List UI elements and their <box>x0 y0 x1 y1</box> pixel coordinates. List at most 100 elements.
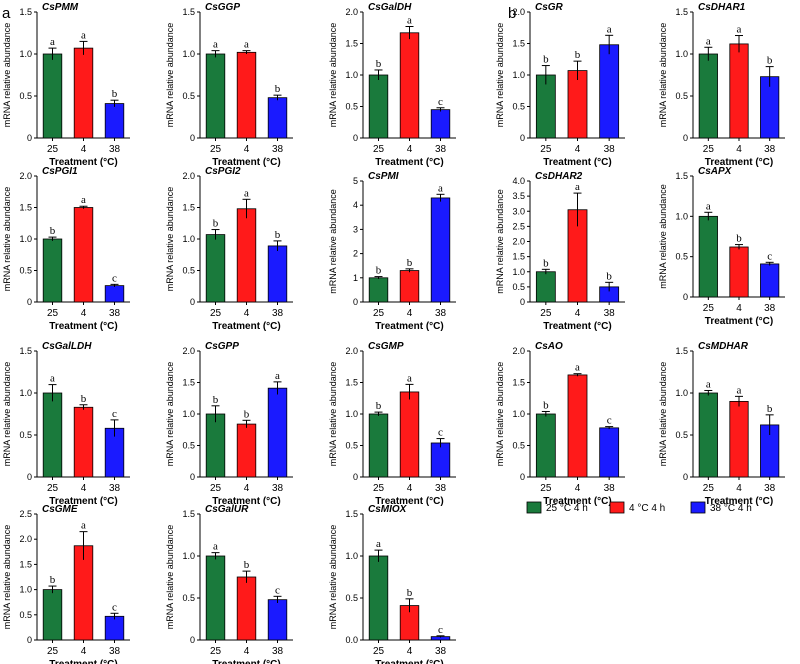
x-tick-label: 25 <box>373 646 385 657</box>
chart-title: CsGPP <box>205 341 239 352</box>
significance-letter: a <box>81 520 86 532</box>
chart-csgmp: CsGMP 0 0.5 1.0 1.5 2.0 mRNA relative abundanc… <box>328 341 456 507</box>
bar-4 <box>73 406 94 478</box>
significance-letter: b <box>244 408 250 420</box>
significance-letter: a <box>81 29 86 41</box>
bar-25 <box>205 413 226 478</box>
x-tick-label: 4 <box>81 308 87 319</box>
x-tick-label: 38 <box>604 483 616 494</box>
significance-letter: b <box>213 394 219 406</box>
significance-letter: c <box>438 427 443 439</box>
significance-letter: b <box>50 225 56 237</box>
x-tick-label: 4 <box>81 144 87 155</box>
x-tick-label: 4 <box>81 483 87 494</box>
bar-38 <box>104 103 125 139</box>
y-tick-label: 0 <box>353 297 358 307</box>
y-axis-label: mRNA relative abundance <box>2 525 12 630</box>
x-tick-label: 38 <box>435 144 447 155</box>
y-axis-label: mRNA relative abundance <box>328 525 338 630</box>
y-tick-label: 1.5 <box>19 7 32 17</box>
significance-letter: c <box>438 96 443 108</box>
y-tick-label: 2.0 <box>512 237 525 247</box>
bar-38 <box>430 197 451 303</box>
chart-title: CsGalUR <box>205 504 249 515</box>
significance-letter: b <box>112 88 118 100</box>
chart-title: CsMDHAR <box>698 341 749 352</box>
y-tick-label: 1.0 <box>182 409 195 419</box>
significance-letter: a <box>50 373 55 385</box>
y-tick-label: 0 <box>190 472 195 482</box>
significance-letter: b <box>376 58 382 70</box>
significance-letter: b <box>606 270 612 282</box>
significance-letter: a <box>706 35 711 47</box>
y-tick-label: 0 <box>683 472 688 482</box>
x-tick-label: 25 <box>703 483 715 494</box>
y-axis-label: mRNA relative abundance <box>328 189 338 294</box>
legend-swatch <box>609 501 625 514</box>
bar-25 <box>368 277 389 303</box>
chart-title: CsAPX <box>698 166 733 177</box>
bar-38 <box>430 109 451 139</box>
y-tick-label: 0.5 <box>512 282 525 292</box>
x-tick-label: 25 <box>373 308 385 319</box>
y-tick-label: 1.5 <box>19 346 32 356</box>
x-tick-label: 38 <box>109 646 121 657</box>
y-axis-label: mRNA relative abundance <box>495 23 505 128</box>
x-tick-label: 4 <box>244 308 250 319</box>
bar-25 <box>42 53 63 139</box>
bar-25 <box>368 413 389 478</box>
y-tick-label: 1.5 <box>182 509 195 519</box>
y-tick-label: 1.0 <box>182 551 195 561</box>
y-axis-label: mRNA relative abundance <box>165 23 175 128</box>
y-tick-label: 1.0 <box>345 409 358 419</box>
x-tick-label: 25 <box>540 483 552 494</box>
significance-letter: c <box>112 408 117 420</box>
chart-title: CsPGI1 <box>42 166 78 177</box>
y-axis-label: mRNA relative abundance <box>658 184 668 289</box>
x-axis-label: Treatment (°C) <box>49 659 117 664</box>
chart-title: CsGR <box>535 2 564 13</box>
y-tick-label: 1.0 <box>512 267 525 277</box>
x-axis-label: Treatment (°C) <box>212 496 280 507</box>
y-tick-label: 1.5 <box>182 7 195 17</box>
x-tick-label: 38 <box>604 144 616 155</box>
legend-item-2: 4 °C 4 h <box>609 501 665 514</box>
significance-letter: c <box>112 601 117 613</box>
y-tick-label: 1.0 <box>675 211 688 221</box>
y-tick-label: 1.0 <box>19 388 32 398</box>
chart-title: CsGME <box>42 504 78 515</box>
y-tick-label: 1.5 <box>675 7 688 17</box>
y-axis-label: mRNA relative abundance <box>2 23 12 128</box>
y-tick-label: 0.5 <box>345 593 358 603</box>
y-tick-label: 0 <box>190 133 195 143</box>
chart-title: CsPGI2 <box>205 166 241 177</box>
y-tick-label: 3.5 <box>512 191 525 201</box>
legend-swatch <box>526 501 542 514</box>
bar-25 <box>205 234 226 303</box>
y-tick-label: 0 <box>520 472 525 482</box>
significance-letter: a <box>275 370 280 382</box>
y-tick-label: 2.5 <box>512 221 525 231</box>
y-axis-label: mRNA relative abundance <box>2 362 12 467</box>
x-tick-label: 4 <box>244 144 250 155</box>
x-tick-label: 38 <box>109 144 121 155</box>
significance-letter: b <box>575 49 581 61</box>
bar-4 <box>73 207 94 303</box>
significance-letter: b <box>543 257 549 269</box>
bar-25 <box>42 589 63 641</box>
x-tick-label: 38 <box>435 308 447 319</box>
y-tick-label: 1.0 <box>675 388 688 398</box>
chart-csmiox: CsMIOX 0.0 0.5 1.0 1.5 mRNA relative abundanc… <box>328 504 456 664</box>
x-tick-label: 38 <box>272 144 284 155</box>
bar-25 <box>698 215 718 298</box>
significance-letter: a <box>376 538 381 550</box>
y-tick-label: 0.5 <box>512 441 525 451</box>
significance-letter: c <box>767 250 772 262</box>
significance-letter: a <box>575 181 580 193</box>
significance-letter: c <box>112 272 117 284</box>
chart-cspmi: CsPMI 0 1 2 3 4 5 mRNA relative abundance b 25 b 4 a… <box>328 171 456 332</box>
x-tick-label: 25 <box>210 144 222 155</box>
significance-letter: a <box>213 541 218 553</box>
y-tick-label: 1.5 <box>345 509 358 519</box>
